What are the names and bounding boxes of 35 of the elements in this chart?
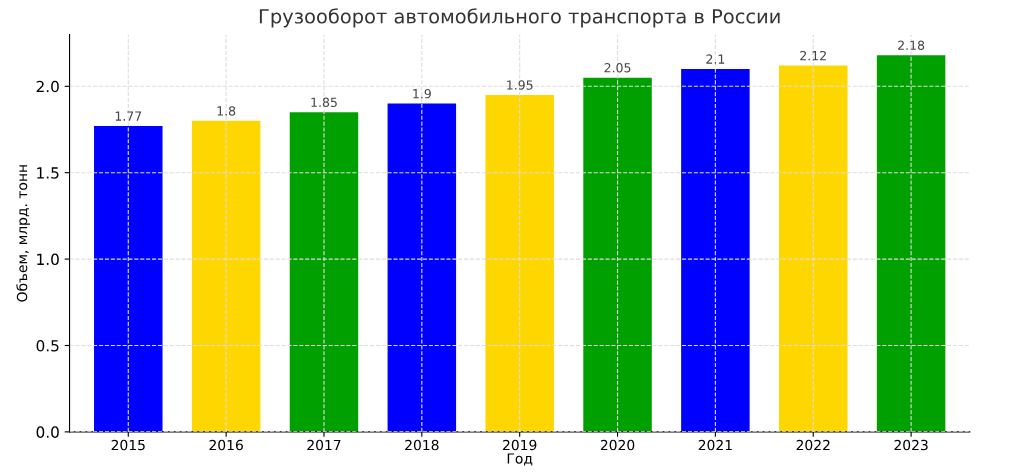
y-tick-label: 2.0 bbox=[36, 80, 59, 93]
x-tick-label: 2018 bbox=[405, 439, 439, 451]
data-label: 1.9 bbox=[413, 88, 431, 99]
bar bbox=[289, 112, 359, 432]
data-label: 2.05 bbox=[604, 63, 631, 73]
y-axis-title: Объем, млрд. тонн bbox=[16, 165, 30, 302]
x-axis-title: Год bbox=[507, 453, 533, 466]
bar bbox=[583, 77, 652, 432]
x-tick-label: 2020 bbox=[600, 439, 635, 451]
x-tick-label: 2021 bbox=[698, 439, 732, 451]
x-tick-label: 2016 bbox=[209, 439, 243, 451]
bar bbox=[191, 120, 261, 432]
y-tick-label: 0.0 bbox=[36, 426, 59, 438]
bar bbox=[387, 103, 457, 432]
bar bbox=[94, 126, 163, 432]
x-tick-label: 2022 bbox=[796, 439, 830, 451]
data-label: 2.1 bbox=[706, 54, 725, 64]
bar bbox=[681, 69, 750, 432]
data-label: 2.18 bbox=[898, 40, 925, 50]
x-tick-label: 2017 bbox=[307, 439, 341, 451]
data-label: 1.77 bbox=[115, 111, 142, 121]
bar bbox=[876, 55, 946, 432]
bar bbox=[778, 65, 848, 432]
data-label: 2.12 bbox=[800, 50, 826, 61]
x-tick-label: 2019 bbox=[503, 439, 537, 451]
y-tick-label: 1.5 bbox=[37, 167, 59, 179]
data-label: 1.8 bbox=[217, 106, 236, 116]
bar bbox=[485, 94, 554, 432]
y-tick-label: 1.0 bbox=[37, 253, 59, 266]
chart-title: Грузооборот автомобильного транспорта в России bbox=[259, 8, 780, 28]
data-label: 1.95 bbox=[507, 80, 533, 90]
x-tick-label: 2023 bbox=[894, 439, 928, 451]
data-label: 1.85 bbox=[311, 97, 337, 108]
x-tick-label: 2015 bbox=[111, 439, 145, 451]
y-tick-label: 0.5 bbox=[36, 339, 59, 352]
